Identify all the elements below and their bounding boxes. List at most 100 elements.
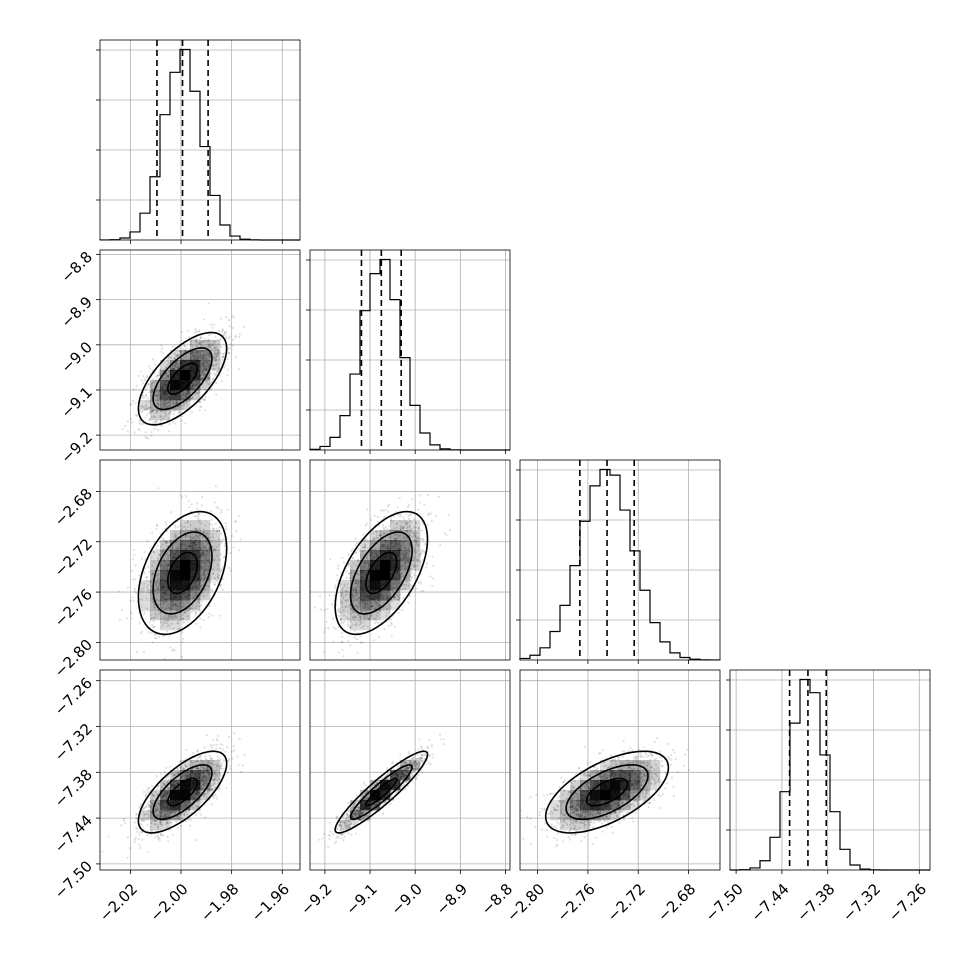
scatter-point <box>211 343 214 347</box>
density-cell <box>160 620 171 631</box>
density-cell <box>390 530 401 541</box>
scatter-point <box>175 616 178 619</box>
scatter-point <box>384 525 387 528</box>
scatter-point <box>166 821 169 824</box>
scatter-point <box>202 618 205 622</box>
scatter-point <box>432 564 435 567</box>
scatter-point <box>194 339 197 342</box>
scatter-point <box>353 618 356 622</box>
scatter-point <box>398 496 401 500</box>
scatter-point <box>146 810 150 813</box>
scatter-point <box>152 601 155 604</box>
scatter-point <box>359 634 362 638</box>
scatter-point <box>165 366 168 369</box>
density-cell <box>170 590 181 601</box>
scatter-point <box>149 372 152 375</box>
scatter-point <box>178 778 181 781</box>
scatter-point <box>204 540 208 543</box>
scatter-point <box>166 406 169 409</box>
scatter-point <box>196 759 199 763</box>
scatter-point <box>361 626 364 629</box>
density-cell <box>150 380 161 391</box>
scatter-point <box>156 404 160 407</box>
scatter-point <box>405 522 408 525</box>
scatter-point <box>143 406 146 409</box>
scatter-point <box>401 540 404 543</box>
scatter-point <box>413 539 416 542</box>
scatter-point <box>169 404 172 408</box>
scatter-point <box>398 520 401 523</box>
scatter-point <box>165 607 168 610</box>
density-cell <box>200 340 211 351</box>
scatter-point <box>154 606 157 609</box>
scatter-point <box>171 649 174 652</box>
scatter-point <box>367 565 370 568</box>
scatter-point <box>238 514 241 517</box>
scatter-point <box>146 375 149 379</box>
scatter-point <box>364 524 367 527</box>
scatter-point <box>217 529 221 532</box>
scatter-point <box>138 408 141 411</box>
scatter-point <box>187 500 190 503</box>
scatter-point <box>356 582 359 585</box>
scatter-point <box>406 521 410 525</box>
scatter-point <box>196 529 199 532</box>
scatter-point <box>430 519 433 523</box>
scatter-point <box>138 422 141 425</box>
scatter-point <box>183 344 186 347</box>
scatter-point <box>420 590 423 593</box>
scatter-point <box>391 590 395 593</box>
scatter-point <box>150 416 153 419</box>
scatter-point <box>146 609 149 612</box>
scatter-point <box>363 606 366 609</box>
histogram-step-2 <box>519 468 721 661</box>
scatter-point <box>227 352 231 355</box>
scatter-point <box>170 616 173 619</box>
scatter-point <box>399 593 402 596</box>
scatter-point <box>356 572 359 575</box>
scatter-point <box>404 561 407 564</box>
scatter-point <box>220 567 223 571</box>
scatter-point <box>413 535 416 538</box>
scatter-point <box>400 572 403 576</box>
scatter-point <box>192 596 196 599</box>
histogram-panel-1 <box>306 249 511 454</box>
scatter-point <box>363 617 366 620</box>
scatter-point <box>362 546 365 549</box>
scatter-point <box>340 640 343 643</box>
scatter-point <box>151 572 154 575</box>
scatter-point <box>222 352 225 355</box>
scatter-point <box>153 625 156 628</box>
scatter-point <box>144 431 147 434</box>
scatter-point <box>148 410 151 414</box>
scatter-point <box>178 410 181 413</box>
scatter-point <box>224 522 227 525</box>
scatter-point <box>161 406 164 409</box>
scatter-point <box>210 588 213 591</box>
density-cell <box>390 590 401 601</box>
scatter-point <box>378 534 382 537</box>
scatter-point <box>130 612 133 616</box>
scatter-point <box>199 356 203 360</box>
scatter-point <box>405 580 408 583</box>
scatter-point <box>333 626 336 629</box>
scatter-point <box>155 411 158 414</box>
scatter-point <box>165 819 168 822</box>
scatter-point <box>354 604 357 607</box>
scatter-point <box>144 408 147 412</box>
scatter-point <box>212 323 216 326</box>
scatter-point <box>204 540 208 543</box>
scatter-point <box>204 388 207 391</box>
scatter-point <box>161 377 164 380</box>
scatter-point <box>166 374 170 378</box>
scatter-point <box>148 418 151 421</box>
scatter-point <box>354 623 357 626</box>
histogram-panel-3 <box>726 669 931 874</box>
scatter-point <box>202 353 206 357</box>
scatter-point <box>152 606 156 609</box>
scatter-point <box>415 540 418 543</box>
scatter-point <box>228 765 232 768</box>
scatter-point <box>216 575 219 578</box>
scatter-point <box>193 515 196 518</box>
scatter-point <box>397 513 400 516</box>
